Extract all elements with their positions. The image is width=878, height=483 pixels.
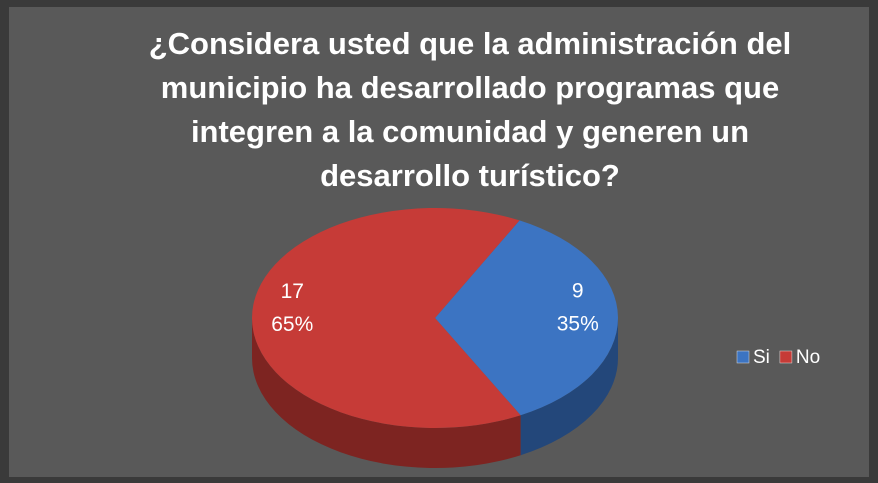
- chart-title: municipio ha desarrollado programas que: [161, 70, 779, 105]
- chart-title: ¿Considera usted que la administración d…: [149, 26, 792, 61]
- chart-title: integren a la comunidad y generen un: [191, 114, 749, 149]
- percent-label: 65%: [271, 313, 313, 336]
- legend-swatch: [779, 350, 793, 364]
- legend-swatch: [736, 350, 750, 364]
- chart-title: desarrollo turístico?: [320, 158, 620, 193]
- slice: [251, 207, 521, 428]
- data-label: 17: [281, 280, 304, 303]
- slice-side: [252, 318, 521, 468]
- data-label: 9: [572, 279, 584, 302]
- slice-side: [520, 318, 618, 456]
- percent-label: 35%: [557, 312, 599, 335]
- slice: [435, 220, 618, 416]
- legend-label: No: [796, 347, 820, 368]
- legend-label: Si: [753, 347, 770, 368]
